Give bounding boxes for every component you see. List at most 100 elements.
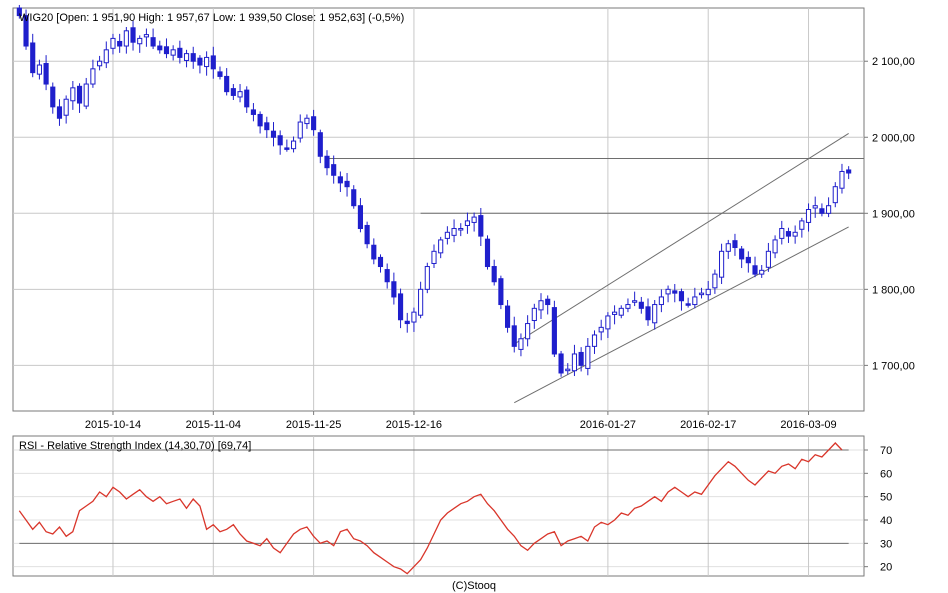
candle-body (304, 117, 310, 125)
footer-credit: (C)Stooq (452, 580, 496, 592)
price-y-tick-label: 1 700,00 (872, 360, 915, 372)
candle-body (538, 300, 544, 311)
candle-body (217, 71, 223, 77)
candle-body (137, 37, 143, 45)
candle-body (250, 109, 256, 115)
candle-body (364, 224, 370, 245)
price-x-tick-label: 2016-03-09 (780, 419, 836, 431)
candle-body (270, 130, 277, 138)
candle-body (471, 216, 477, 223)
price-x-tick-label: 2016-02-17 (680, 419, 736, 431)
candle-body (431, 250, 437, 264)
candle-body (277, 135, 283, 146)
candle-body (324, 155, 330, 169)
candle-body (264, 122, 270, 131)
candle-body (765, 250, 771, 268)
candle-body (846, 169, 852, 174)
candle-body (36, 64, 42, 75)
candle-body (705, 288, 711, 296)
candle-body (311, 116, 317, 131)
candle-body (244, 89, 250, 108)
candle-body (150, 37, 156, 47)
candle-body (418, 288, 424, 316)
candle-body (70, 87, 76, 102)
candle-body (498, 278, 504, 306)
candle-body (43, 63, 49, 85)
rsi-y-tick-label: 60 (880, 468, 892, 480)
candle-body (170, 49, 176, 56)
candle-body (257, 113, 263, 127)
candle-body (56, 106, 63, 119)
candle-body (712, 273, 718, 289)
candle-body (478, 215, 484, 237)
price-x-tick-label: 2015-10-14 (85, 419, 141, 431)
candle-body (732, 240, 738, 249)
candle-body (76, 85, 83, 104)
price-y-tick-label: 2 100,00 (872, 56, 915, 68)
price-y-tick-label: 1 800,00 (872, 284, 915, 296)
price-x-tick-label: 2015-11-04 (186, 419, 241, 431)
candle-body (545, 298, 551, 306)
candle-body (163, 46, 170, 55)
rsi-y-axis: 70 60 50 40 30 20 (864, 445, 892, 574)
candle-body (397, 293, 404, 321)
candle-body (411, 311, 417, 323)
candle-body (458, 228, 464, 231)
candle-body (612, 311, 618, 315)
rsi-y-tick-label: 40 (880, 515, 892, 527)
candle-body (491, 266, 497, 283)
candle-body (698, 292, 705, 296)
candle-body (190, 53, 196, 62)
candle-body (424, 266, 430, 290)
price-y-tick-label: 2 000,00 (872, 132, 915, 144)
rsi-reference-lines (19, 449, 849, 544)
candle-body (745, 256, 751, 264)
candle-body (685, 303, 691, 306)
candle-body (63, 98, 69, 116)
candle-body (618, 307, 624, 316)
candle-body (531, 307, 537, 322)
candle-body (451, 228, 457, 236)
rsi-line (18, 442, 843, 575)
candle-body (678, 291, 685, 302)
candle-body (518, 338, 524, 350)
candle-body (739, 248, 745, 260)
candle-body (204, 56, 210, 68)
candle-body (511, 325, 517, 347)
candle-body (578, 351, 584, 366)
candle-body (785, 231, 792, 237)
candle-body (571, 353, 578, 372)
candle-body (130, 27, 136, 43)
candle-body (444, 231, 450, 239)
rsi-y-tick-label: 50 (880, 492, 892, 504)
rsi-series (18, 442, 843, 575)
candle-body (665, 288, 671, 295)
candle-body (143, 34, 149, 38)
candle-body (297, 121, 303, 139)
candle-body (826, 205, 832, 214)
candle-body (224, 75, 230, 93)
price-x-tick-label: 2015-11-25 (286, 419, 341, 431)
candle-body (317, 132, 323, 157)
price-header: WIG20 [Open: 1 951,90 High: 1 957,67 Low… (19, 12, 404, 24)
candle-body (832, 186, 838, 204)
candle-body (23, 15, 29, 47)
price-panel (12, 7, 865, 412)
candle-body (558, 353, 564, 374)
candle-body (772, 239, 778, 254)
trend-channel-line (514, 226, 849, 404)
candle-body (344, 180, 350, 188)
candle-body (591, 334, 598, 347)
candle-body (551, 307, 557, 355)
candle-body (839, 170, 845, 189)
candle-body (779, 228, 785, 239)
price-x-tick-label: 2016-01-27 (580, 419, 636, 431)
candle-body (585, 345, 591, 369)
candle-body (117, 40, 123, 47)
candle-body (237, 91, 243, 98)
price-candles (16, 4, 852, 377)
candle-body (351, 189, 357, 207)
candle-body (752, 265, 758, 275)
candle-body (371, 244, 377, 260)
